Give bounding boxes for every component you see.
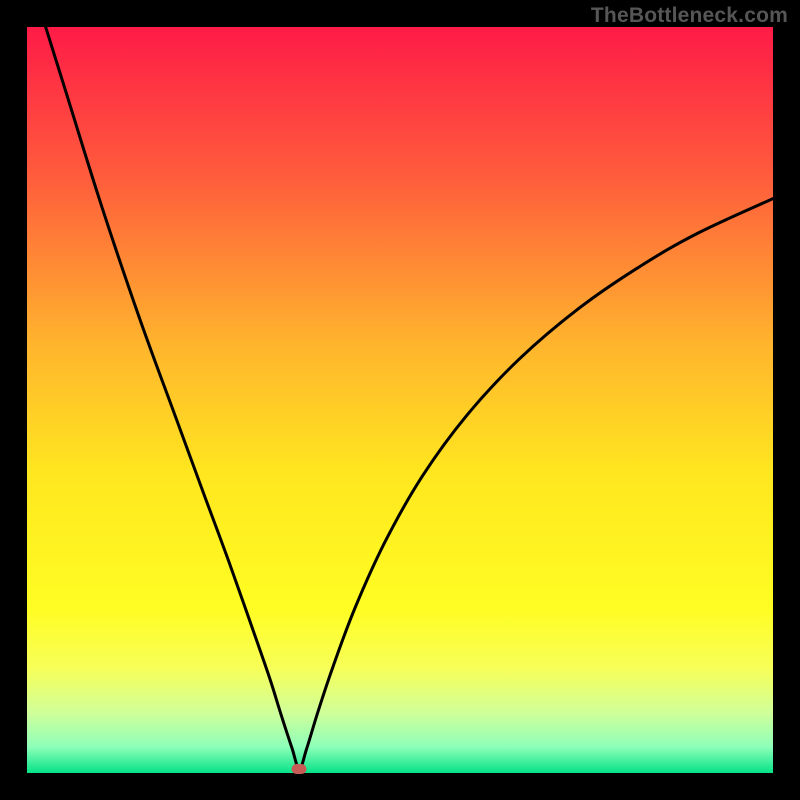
optimum-marker [292, 764, 307, 774]
watermark-label: TheBottleneck.com [591, 4, 788, 28]
plot-area [27, 27, 773, 773]
bottleneck-curve-chart [27, 27, 773, 773]
bottleneck-curve [46, 27, 773, 769]
chart-frame: TheBottleneck.com [0, 0, 800, 800]
